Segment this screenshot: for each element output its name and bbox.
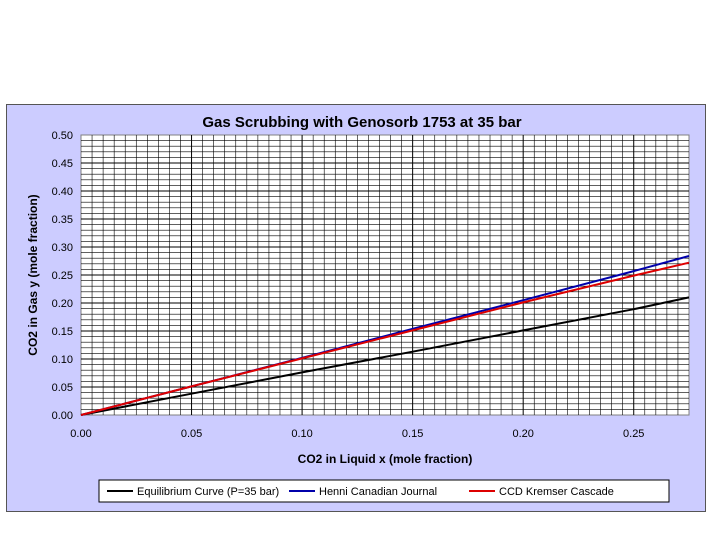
- x-tick-label: 0.10: [291, 428, 312, 440]
- x-tick-label: 0.00: [70, 428, 91, 440]
- legend-label-1: Equilibrium Curve (P=35 bar): [137, 486, 279, 498]
- y-axis-label: CO2 in Gas y (mole fraction): [26, 194, 40, 355]
- x-tick-label: 0.25: [623, 428, 644, 440]
- series-layer: [80, 255, 690, 416]
- legend-label-2: Henni Canadian Journal: [319, 486, 437, 498]
- series-line-3: [80, 261, 690, 416]
- tick-layer: 0.00 0.05 0.10 0.15 0.20 0.25 0.30 0.35 0.40 0.45…: [52, 130, 645, 440]
- y-tick-label: 0.00: [52, 410, 73, 422]
- chart-title: Gas Scrubbing with Genosorb 1753 at 35 b…: [202, 114, 521, 131]
- y-tick-label: 0.20: [52, 298, 73, 310]
- y-tick-label: 0.15: [52, 326, 73, 338]
- legend-box: [98, 479, 670, 503]
- y-tick-label: 0.40: [52, 186, 73, 198]
- y-tick-label: 0.45: [52, 158, 73, 170]
- y-tick-label: 0.10: [52, 354, 73, 366]
- x-axis-label: CO2 in Liquid x (mole fraction): [298, 452, 473, 466]
- y-tick-label: 0.05: [52, 382, 73, 394]
- x-tick-label: 0.05: [181, 428, 202, 440]
- y-tick-label: 0.50: [52, 130, 73, 142]
- chart-frame: Gas Scrubbing with Genosorb 1753 at 35 b…: [6, 104, 706, 512]
- x-tick-label: 0.15: [402, 428, 423, 440]
- y-tick-label: 0.35: [52, 214, 73, 226]
- y-tick-label: 0.25: [52, 270, 73, 282]
- legend: Equilibrium Curve (P=35 bar) Henni Canadi…: [107, 486, 614, 498]
- x-tick-label: 0.20: [512, 428, 533, 440]
- series-line-1: [80, 296, 690, 416]
- y-tick-label: 0.30: [52, 242, 73, 254]
- chart-svg: Gas Scrubbing with Genosorb 1753 at 35 b…: [26, 114, 690, 503]
- grid-layer: [81, 135, 689, 415]
- legend-label-3: CCD Kremser Cascade: [499, 486, 614, 498]
